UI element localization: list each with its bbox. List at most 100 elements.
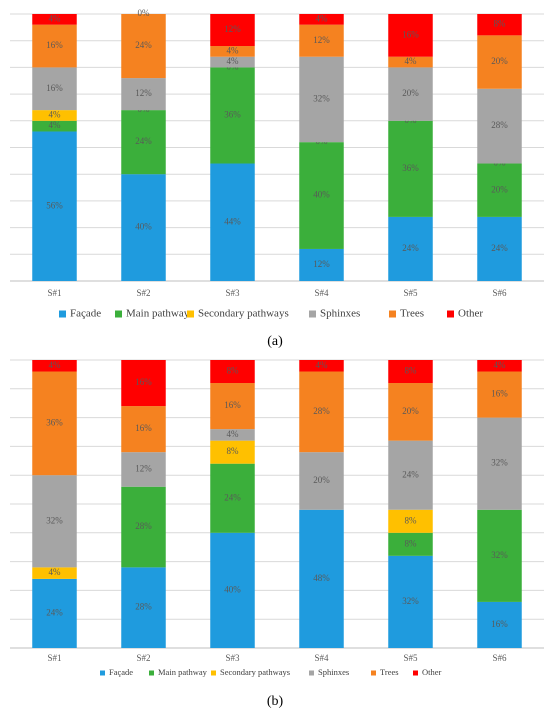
data-label: 32%: [46, 515, 63, 525]
chart-caption: (a): [267, 334, 283, 349]
chart-caption: (b): [267, 694, 284, 709]
data-label: 12%: [224, 24, 241, 34]
data-label: 8%: [227, 366, 240, 376]
data-label: 32%: [491, 550, 508, 560]
data-label: 24%: [135, 40, 152, 50]
legend-label-trees: Trees: [380, 667, 399, 677]
bar-segment-trees: [299, 24, 344, 57]
bar-segment-facade: [210, 163, 255, 281]
bar-segment-main-pathway: [299, 142, 344, 249]
data-label: 4%: [49, 120, 62, 130]
bar-segment-main-pathway: [477, 509, 522, 602]
x-tick-label: S#1: [47, 288, 61, 298]
data-label: 16%: [135, 423, 152, 433]
data-label: 4%: [49, 110, 62, 120]
bar-segment-facade: [210, 532, 255, 648]
bar-segment-facade: [477, 601, 522, 648]
legend-label-main-pathway: Main pathway: [126, 308, 190, 320]
data-label: 24%: [402, 469, 419, 479]
legend-swatch-secondary-pathways: [211, 670, 216, 676]
data-label: 36%: [402, 163, 419, 173]
data-label: 24%: [224, 492, 241, 502]
data-label: 4%: [316, 360, 329, 370]
x-tick-label: S#1: [47, 653, 61, 663]
bar-segment-other: [299, 14, 344, 25]
bar-segment-trees: [388, 56, 433, 68]
x-tick-label: S#3: [225, 288, 240, 298]
data-label: 32%: [402, 596, 419, 606]
data-label: 12%: [313, 35, 330, 45]
data-label: 4%: [49, 360, 62, 370]
bar-segment-sphinxes: [477, 88, 522, 164]
chart-b: 24% 4% 32% 36% 4% S#1 28% 28% 12% 16% 16% S#2 40% 24%…: [10, 359, 544, 709]
bar-segment-other: [299, 360, 344, 372]
data-label: 20%: [491, 56, 508, 66]
bar-segment-other: [477, 14, 522, 36]
bar-segment-other: [388, 14, 433, 57]
data-label: 24%: [46, 608, 63, 618]
data-label: 4%: [405, 56, 418, 66]
legend-label-facade: Façade: [70, 308, 101, 320]
data-label: 12%: [135, 88, 152, 98]
legend-swatch-other: [413, 670, 418, 676]
bar-segment-sphinxes: [121, 452, 166, 487]
bar-segment-trees: [32, 371, 77, 476]
bar-segment-facade: [388, 555, 433, 648]
chart-a: 56%4%4%16%16%4%S#140%24%0%12%24%0%S#244%…: [10, 8, 544, 349]
bar-segment-main-pathway: [210, 67, 255, 164]
legend-swatch-trees: [371, 670, 376, 676]
legend-label-main-pathway: Main pathway: [158, 667, 208, 677]
x-tick-label: S#4: [314, 653, 329, 663]
data-label: 8%: [405, 538, 418, 548]
bar-segment-other: [32, 14, 77, 25]
data-label: 20%: [402, 406, 419, 416]
x-tick-label: S#5: [403, 288, 418, 298]
x-tick-label: S#2: [136, 288, 150, 298]
data-label: 28%: [135, 521, 152, 531]
bar-segment-main-pathway: [210, 463, 255, 533]
bar-segment-facade: [121, 174, 166, 281]
x-tick-label: S#2: [136, 653, 150, 663]
data-label: 40%: [313, 190, 330, 200]
bar-segment-facade: [388, 216, 433, 281]
bar-segment-sphinxes: [210, 429, 255, 441]
legend-swatch-facade: [59, 310, 66, 318]
legend-label-sphinxes: Sphinxes: [318, 667, 349, 677]
data-label: 28%: [491, 120, 508, 130]
bar-segment-main-pathway: [32, 120, 77, 132]
data-label: 20%: [491, 184, 508, 194]
bar-segment-sphinxes: [299, 452, 344, 510]
bar-segment-facade: [121, 567, 166, 648]
bar-segment-other: [210, 360, 255, 384]
data-label: 16%: [224, 400, 241, 410]
legend-label-secondary-pathways: Secondary pathways: [220, 667, 290, 677]
bar-segment-trees: [299, 371, 344, 453]
data-label: 40%: [224, 584, 241, 594]
bar-segment-trees: [210, 383, 255, 430]
legend-swatch-other: [447, 310, 454, 318]
data-label: 20%: [313, 475, 330, 485]
data-label: 12%: [135, 464, 152, 474]
data-label: 4%: [316, 13, 329, 23]
legend-swatch-secondary-pathways: [187, 310, 194, 318]
bar-segment-trees: [477, 371, 522, 418]
data-label: 16%: [46, 83, 63, 93]
data-label: 24%: [402, 243, 419, 253]
bar-segment-sphinxes: [121, 78, 166, 111]
data-label: 20%: [402, 88, 419, 98]
bar-segment-sphinxes: [210, 56, 255, 68]
legend-swatch-facade: [100, 670, 105, 676]
data-label: 16%: [491, 389, 508, 399]
legend-swatch-main-pathway: [149, 670, 154, 676]
bar-segment-secondary-pathways: [388, 509, 433, 533]
bar-segment-sphinxes: [32, 67, 77, 111]
legend-label-other: Other: [422, 667, 442, 677]
data-label: 28%: [135, 602, 152, 612]
legend-label-trees: Trees: [400, 308, 424, 320]
bar-segment-trees: [210, 46, 255, 57]
x-tick-label: S#3: [225, 653, 240, 663]
bar-segment-secondary-pathways: [32, 567, 77, 579]
data-label: 8%: [405, 366, 418, 376]
data-label: 32%: [313, 94, 330, 104]
